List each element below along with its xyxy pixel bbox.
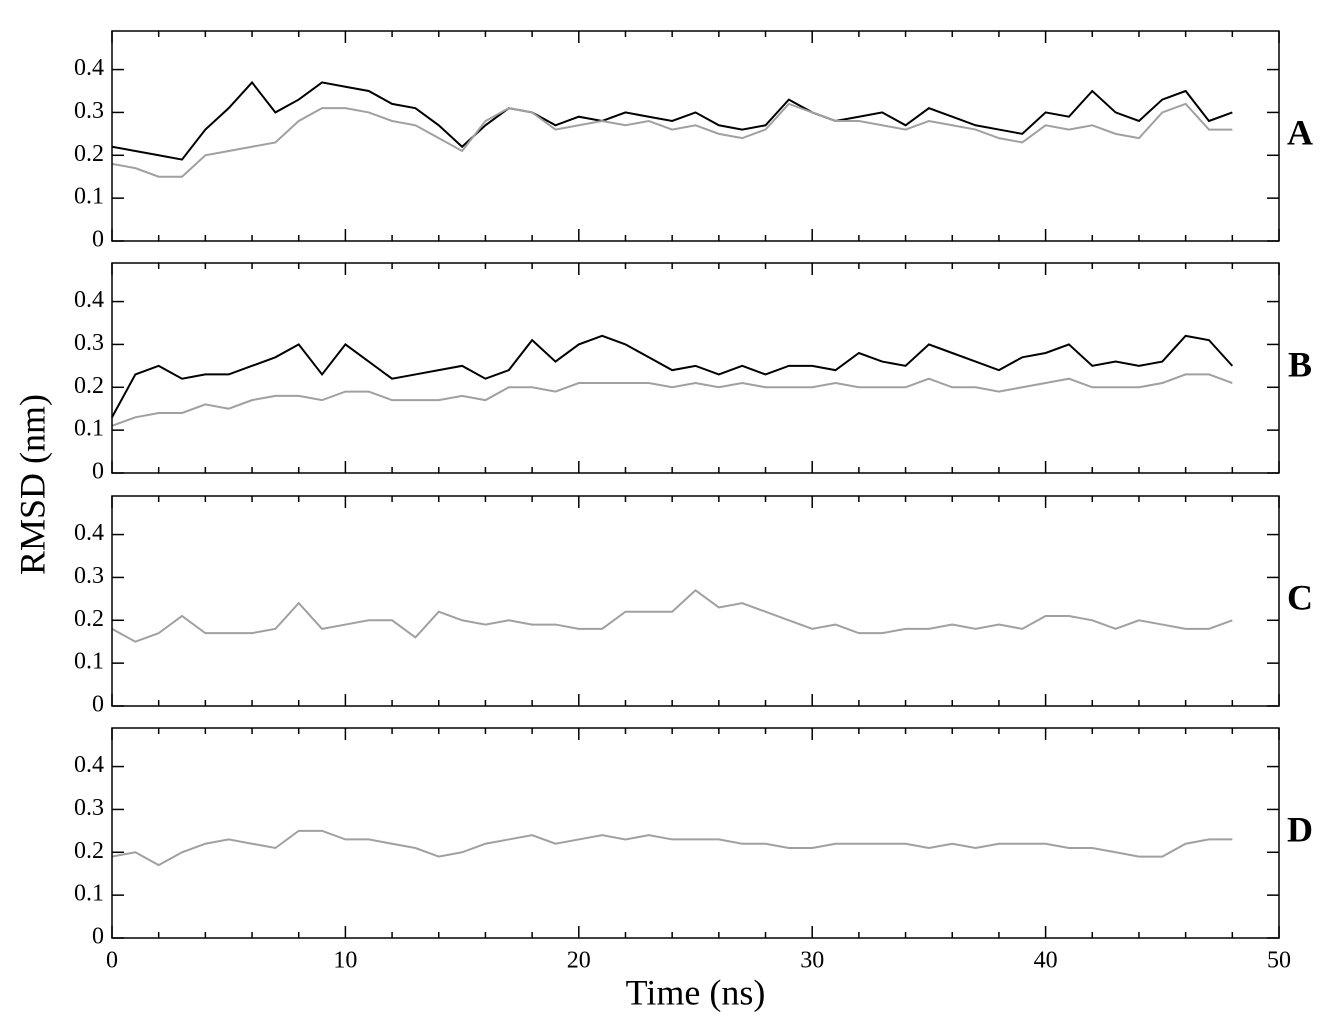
data-line: [111, 80, 1233, 161]
y-tick-label: 0.2: [74, 838, 104, 864]
y-tick-label: 0.1: [74, 881, 104, 907]
y-tick-label: 0.1: [74, 184, 104, 210]
data-line: [111, 373, 1233, 427]
y-tick-label: 0.4: [74, 287, 104, 313]
y-tick-label: 0.1: [74, 649, 104, 675]
panel-label: B: [1288, 344, 1312, 384]
y-tick-label: 0.1: [74, 416, 104, 442]
y-axis-label: RMSD (nm): [12, 394, 52, 575]
y-tick-label: 0.2: [74, 373, 104, 399]
y-tick-label: 0.2: [74, 141, 104, 167]
x-tick-label: 10: [333, 948, 357, 974]
plot-frame: [111, 262, 1280, 474]
panel-label: C: [1287, 577, 1313, 617]
panel-label: A: [1287, 112, 1313, 152]
y-tick-label: 0: [92, 459, 104, 485]
x-axis-label: Time (ns): [626, 972, 766, 1012]
y-tick-label: 0.4: [74, 55, 104, 81]
y-tick-label: 0.3: [74, 98, 104, 124]
y-tick-label: 0.3: [74, 563, 104, 589]
plot-frame: [111, 495, 1280, 707]
y-tick-label: 0: [92, 692, 104, 718]
y-tick-label: 0.4: [74, 752, 104, 778]
plot-frame: [111, 30, 1280, 242]
data-line: [111, 588, 1233, 643]
data-line: [111, 102, 1233, 178]
y-tick-label: 0.2: [74, 606, 104, 632]
y-tick-label: 0: [92, 227, 104, 253]
data-line: [111, 334, 1234, 418]
x-tick-label: 20: [567, 948, 591, 974]
x-tick-label: 40: [1034, 948, 1058, 974]
y-tick-label: 0.3: [74, 330, 104, 356]
plot-frame: [111, 727, 1280, 939]
x-tick-label: 0: [106, 948, 118, 974]
data-line: [111, 829, 1233, 867]
x-tick-label: 30: [800, 948, 824, 974]
y-tick-label: 0.4: [74, 520, 104, 546]
panel-label: D: [1287, 809, 1313, 849]
x-tick-label: 50: [1267, 948, 1291, 974]
y-tick-label: 0: [92, 924, 104, 950]
y-tick-label: 0.3: [74, 795, 104, 821]
